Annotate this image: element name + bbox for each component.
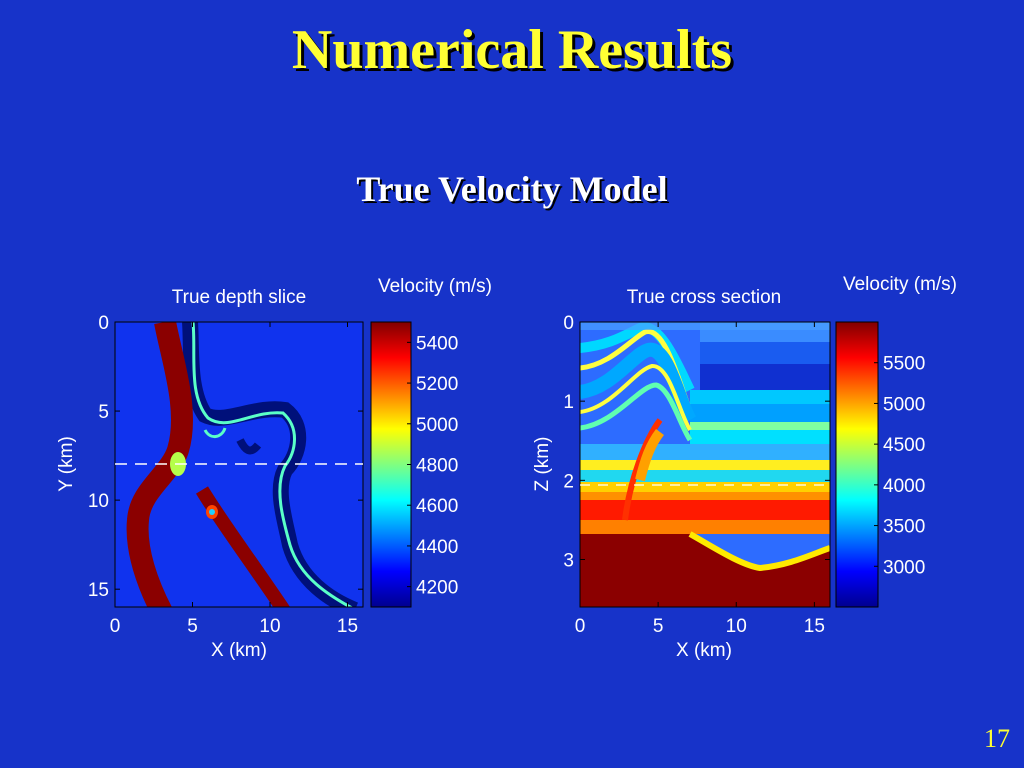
depth-slice-title: True depth slice — [172, 287, 306, 308]
y-tick-label: 10 — [88, 491, 109, 512]
x-tick-label: 15 — [337, 616, 358, 637]
x-tick-label: 5 — [653, 616, 664, 637]
depth-slice-xlabel: X (km) — [211, 640, 267, 661]
y-tick-label: 5 — [98, 402, 109, 423]
colorbar-tick-label: 4000 — [883, 476, 925, 497]
x-tick-label: 0 — [110, 616, 121, 637]
cross-section-ylabel: Z (km) — [532, 437, 553, 492]
y-tick-label: 0 — [563, 313, 574, 334]
cross-section-colorbar-ticks: 5500 5000 4500 4000 3500 3000 — [874, 354, 925, 578]
y-tick-label: 1 — [563, 392, 574, 413]
x-tick-label: 10 — [726, 616, 747, 637]
x-tick-label: 15 — [804, 616, 825, 637]
x-tick-label: 0 — [575, 616, 586, 637]
cross-section-plot: True cross section — [532, 274, 957, 661]
x-tick-label: 5 — [187, 616, 198, 637]
cross-section-title: True cross section — [627, 287, 782, 308]
colorbar-tick-label: 4400 — [416, 537, 458, 558]
cross-section-colorbar-label: Velocity (m/s) — [843, 274, 957, 295]
depth-slice-ylabel: Y (km) — [56, 436, 77, 492]
y-tick-label: 2 — [563, 471, 574, 492]
y-tick-label: 15 — [88, 580, 109, 601]
depth-slice-colorbar-label: Velocity (m/s) — [378, 276, 492, 297]
colorbar-tick-label: 3500 — [883, 517, 925, 538]
colorbar-tick-label: 3000 — [883, 557, 925, 578]
colorbar-tick-label: 4600 — [416, 496, 458, 517]
y-tick-label: 0 — [98, 313, 109, 334]
colorbar-tick-label: 4500 — [883, 435, 925, 456]
cross-section-axes: 0 5 10 15 0 1 2 3 — [563, 313, 830, 637]
page-number: 17 — [984, 724, 1010, 753]
colorbar-tick-label: 4200 — [416, 578, 458, 599]
cross-section-xlabel: X (km) — [676, 640, 732, 661]
depth-slice-colorbar-ticks: 5400 5200 5000 4800 4600 4400 4200 — [407, 333, 458, 599]
depth-slice-colorbar — [370, 321, 412, 608]
cross-section-colorbar — [835, 321, 879, 608]
colorbar-tick-label: 5000 — [883, 394, 925, 415]
y-tick-label: 3 — [563, 551, 574, 572]
slide-subtitle: True Velocity Model — [356, 169, 668, 209]
x-tick-label: 10 — [259, 616, 280, 637]
colorbar-tick-label: 5000 — [416, 415, 458, 436]
colorbar-tick-label: 5500 — [883, 354, 925, 375]
colorbar-tick-label: 5200 — [416, 374, 458, 395]
slide-title: Numerical Results — [291, 19, 733, 81]
depth-slice-image — [115, 322, 363, 607]
colorbar-tick-label: 4800 — [416, 456, 458, 477]
cross-section-image — [580, 322, 830, 607]
colorbar-tick-label: 5400 — [416, 333, 458, 354]
